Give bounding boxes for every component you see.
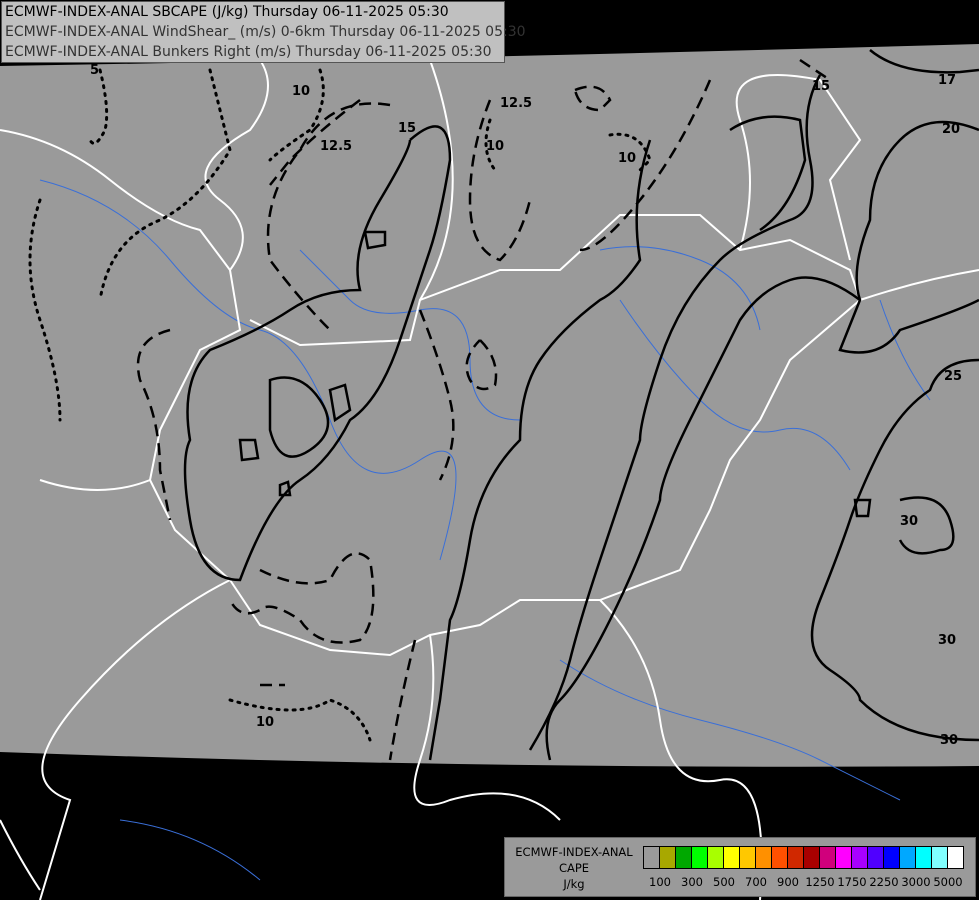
- legend-title: ECMWF-INDEX-ANAL CAPE J/kg: [507, 844, 641, 892]
- contour-label: 10: [256, 715, 274, 730]
- legend-swatch: [676, 847, 692, 868]
- map-title-box: ECMWF-INDEX-ANAL SBCAPE (J/kg) Thursday …: [1, 1, 526, 63]
- legend-tick-label: 2250: [869, 875, 899, 889]
- contour-label: 30: [900, 514, 918, 529]
- legend-swatch: [708, 847, 724, 868]
- legend-tick-label: 700: [745, 875, 767, 889]
- contour-label: 30: [938, 633, 956, 648]
- legend-swatch: [868, 847, 884, 868]
- legend-swatch: [948, 847, 963, 868]
- contour-label: 10: [618, 151, 636, 166]
- legend-tick-label: 1750: [837, 875, 867, 889]
- legend-swatch: [660, 847, 676, 868]
- title-bunkers: ECMWF-INDEX-ANAL Bunkers Right (m/s) Thu…: [5, 44, 492, 60]
- contour-label: 12.5: [320, 139, 352, 154]
- shear-contours-dashed: [136, 58, 831, 761]
- legend-tick-label: 100: [649, 875, 671, 889]
- legend-swatch: [820, 847, 836, 868]
- contour-label: 5: [90, 63, 99, 78]
- legend-swatch: [692, 847, 708, 868]
- legend-swatch: [884, 847, 900, 868]
- legend-tick-label: 300: [681, 875, 703, 889]
- color-scale: [643, 846, 964, 869]
- title-windshear: ECMWF-INDEX-ANAL WindShear_ (m/s) 0-6km …: [5, 24, 526, 40]
- contour-label: 10: [486, 139, 504, 154]
- legend-unit: J/kg: [563, 877, 585, 891]
- model-domain: [0, 44, 979, 767]
- cape-contours: [183, 49, 979, 761]
- legend-tick-label: 5000: [933, 875, 963, 889]
- legend-swatch: [804, 847, 820, 868]
- legend-tick-label: 900: [777, 875, 799, 889]
- title-sbcape: ECMWF-INDEX-ANAL SBCAPE (J/kg) Thursday …: [5, 4, 449, 20]
- cape-legend: ECMWF-INDEX-ANAL CAPE J/kg 100 300 500 700 9…: [504, 837, 976, 897]
- legend-swatch: [740, 847, 756, 868]
- contour-label: 12.5: [500, 96, 532, 111]
- contour-label: 20: [942, 122, 960, 137]
- contour-label: 10: [292, 84, 310, 99]
- bunkers-contours-dotted: [28, 68, 652, 742]
- legend-swatch: [916, 847, 932, 868]
- contour-label: 15: [398, 121, 416, 136]
- legend-swatch: [852, 847, 868, 868]
- legend-swatch: [900, 847, 916, 868]
- legend-swatch: [644, 847, 660, 868]
- country-borders: [0, 59, 979, 900]
- legend-tick-label: 3000: [901, 875, 931, 889]
- legend-tick-label: 500: [713, 875, 735, 889]
- legend-swatch: [932, 847, 948, 868]
- contour-label: 25: [944, 369, 962, 384]
- contour-label: 30: [940, 733, 958, 748]
- contour-label: 15: [812, 79, 830, 94]
- contour-label: 17: [938, 73, 956, 88]
- contour-labels: 5 10 12.5 15 12.5 10 10 15 17 20 25 30 3…: [90, 63, 962, 748]
- legend-swatch: [756, 847, 772, 868]
- legend-model: ECMWF-INDEX-ANAL: [515, 845, 633, 859]
- legend-swatch: [724, 847, 740, 868]
- legend-tick-label: 1250: [805, 875, 835, 889]
- legend-swatch: [836, 847, 852, 868]
- legend-swatch: [788, 847, 804, 868]
- legend-variable: CAPE: [558, 861, 590, 875]
- legend-swatch: [772, 847, 788, 868]
